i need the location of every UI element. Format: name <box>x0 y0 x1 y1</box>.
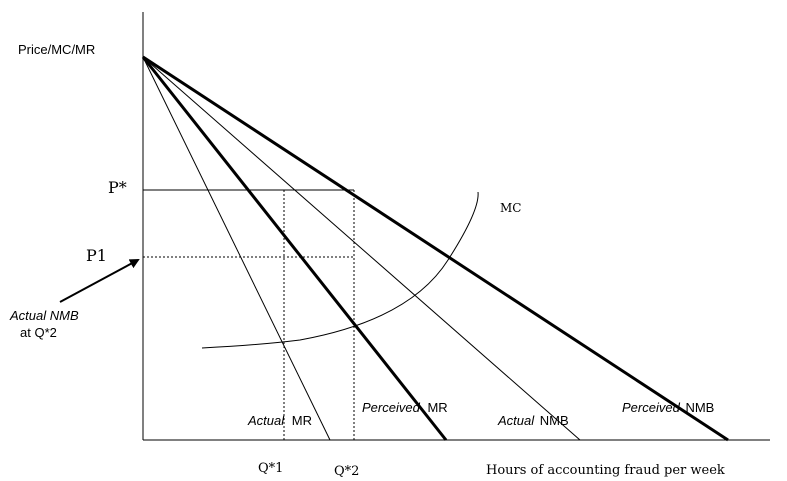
series-label-actual-mr: Actual MR <box>247 413 312 428</box>
annotation-line1: Actual NMB <box>9 308 79 323</box>
actual-nmb-line <box>142 56 581 441</box>
annotation-line2: at Q*2 <box>20 325 57 340</box>
q2-label: Q*2 <box>334 464 359 479</box>
series-label-actual-nmb: Actual NMB <box>497 413 569 428</box>
actual-mr-line <box>142 56 331 441</box>
y-axis-label: Price/MC/MR <box>18 42 95 57</box>
series-label-perceived-nmb: Perceived NMB <box>622 400 714 415</box>
perceived-nmb-line <box>142 55 729 442</box>
p1-label: P1 <box>86 246 107 265</box>
mc-label: MC <box>500 201 521 215</box>
mc-curve <box>201 191 479 349</box>
p-star-label: P* <box>108 178 127 197</box>
q1-label: Q*1 <box>258 461 283 476</box>
series-label-perceived-mr: Perceived MR <box>362 400 448 415</box>
annotation-arrow <box>59 259 140 303</box>
perceived-mr-line <box>141 56 448 441</box>
x-axis-label: Hours of accounting fraud per week <box>486 463 725 478</box>
